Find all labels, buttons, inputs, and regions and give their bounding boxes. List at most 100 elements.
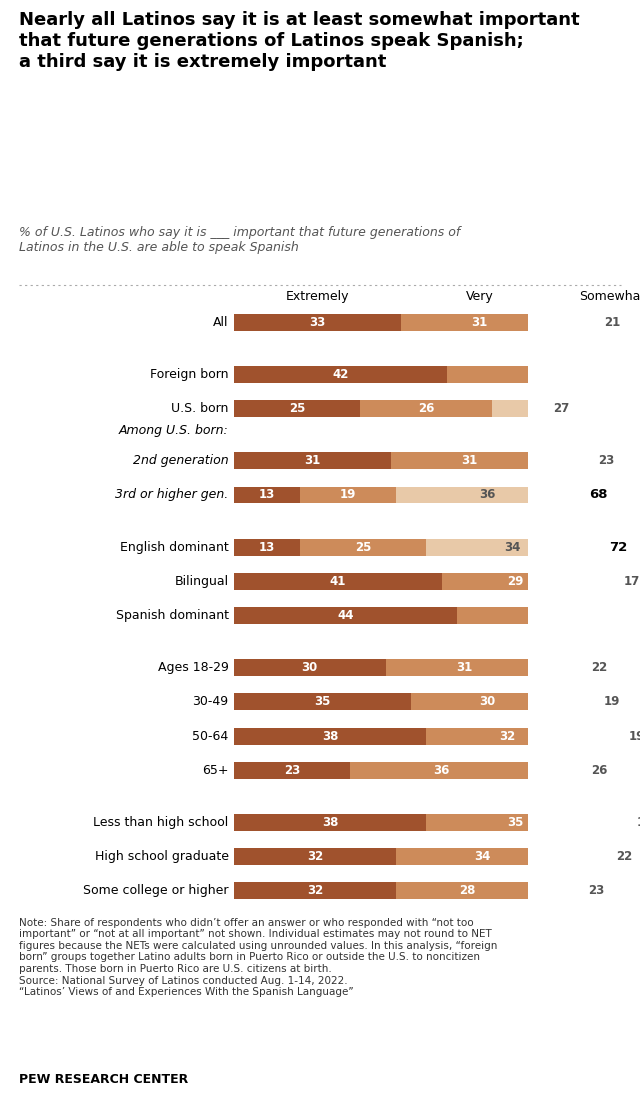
Text: 32: 32 [307, 850, 323, 863]
Bar [447, 366, 630, 383]
Text: 31: 31 [472, 315, 488, 329]
Text: Very: Very [466, 290, 493, 302]
Bar [234, 762, 350, 779]
Text: 36: 36 [530, 368, 547, 381]
Text: % of U.S. Latinos who say it is ___ important that future generations of
Latinos: % of U.S. Latinos who say it is ___ impo… [19, 226, 460, 254]
Bar [401, 314, 559, 331]
Text: English dominant: English dominant [120, 540, 228, 554]
Bar [492, 400, 630, 417]
Text: 17: 17 [624, 575, 640, 588]
Bar [457, 607, 640, 624]
Text: Among U.S. born:: Among U.S. born: [119, 425, 228, 437]
Text: Ages 18-29: Ages 18-29 [157, 661, 228, 674]
Bar [234, 366, 447, 383]
Text: 28: 28 [459, 885, 476, 898]
Text: 30-49: 30-49 [193, 695, 228, 708]
Text: 13: 13 [259, 489, 275, 502]
Text: 31: 31 [461, 454, 477, 468]
Text: 34: 34 [474, 850, 490, 863]
Text: 36: 36 [433, 763, 450, 777]
Text: 38: 38 [322, 816, 338, 828]
Bar [568, 848, 640, 865]
Text: 26: 26 [591, 763, 607, 777]
Text: 23: 23 [588, 885, 605, 898]
Text: 16: 16 [637, 816, 640, 828]
Text: 68: 68 [589, 489, 607, 502]
Text: Spanish dominant: Spanish dominant [116, 609, 228, 622]
Text: 25: 25 [355, 540, 371, 554]
Text: 44: 44 [337, 609, 353, 622]
Bar [234, 314, 401, 331]
Text: 34: 34 [504, 540, 521, 554]
Text: U.S. born: U.S. born [171, 403, 228, 415]
Text: 42: 42 [332, 368, 348, 381]
Bar [548, 452, 640, 469]
Bar [442, 572, 589, 590]
Bar [234, 572, 442, 590]
Bar [426, 538, 599, 556]
Bar [234, 728, 426, 745]
Text: Extremely: Extremely [285, 290, 349, 302]
Bar [350, 762, 533, 779]
Bar [533, 762, 640, 779]
Bar [234, 694, 412, 710]
Text: 21: 21 [604, 315, 620, 329]
Text: 19: 19 [604, 695, 620, 708]
Bar [396, 848, 568, 865]
Text: 2nd generation: 2nd generation [133, 454, 228, 468]
Text: Note: Share of respondents who didn’t offer an answer or who responded with “not: Note: Share of respondents who didn’t of… [19, 918, 497, 997]
Bar [234, 607, 457, 624]
Text: 41: 41 [553, 609, 569, 622]
Text: 30: 30 [301, 661, 318, 674]
Text: 36: 36 [479, 489, 495, 502]
Text: 29: 29 [507, 575, 524, 588]
Text: High school graduate: High school graduate [95, 850, 228, 863]
Text: 35: 35 [507, 816, 524, 828]
Text: 35: 35 [314, 695, 331, 708]
Text: Foreign born: Foreign born [150, 368, 228, 381]
Bar [564, 694, 640, 710]
Bar [604, 814, 640, 831]
Text: 22: 22 [616, 850, 632, 863]
Bar [300, 486, 396, 503]
Text: Some college or higher: Some college or higher [83, 885, 228, 898]
Text: 26: 26 [419, 403, 435, 415]
Bar [589, 728, 640, 745]
Bar [426, 728, 589, 745]
Bar [538, 882, 640, 899]
Text: 30: 30 [479, 695, 495, 708]
Bar [234, 660, 386, 676]
Bar [234, 486, 300, 503]
Text: 23: 23 [598, 454, 615, 468]
Text: 31: 31 [304, 454, 321, 468]
Text: PEW RESEARCH CENTER: PEW RESEARCH CENTER [19, 1073, 188, 1086]
Text: All: All [213, 315, 228, 329]
Text: 72: 72 [609, 540, 627, 554]
Bar [234, 538, 300, 556]
Text: 33: 33 [309, 315, 326, 329]
Text: 27: 27 [553, 403, 569, 415]
Bar [234, 400, 360, 417]
Bar [386, 660, 543, 676]
Text: 32: 32 [307, 885, 323, 898]
Text: Somewhat: Somewhat [579, 290, 640, 302]
Bar [426, 814, 604, 831]
Bar [391, 452, 548, 469]
Bar [630, 366, 640, 383]
Bar [396, 486, 579, 503]
Text: 19: 19 [340, 489, 356, 502]
Bar [234, 882, 396, 899]
Bar [300, 538, 426, 556]
Bar [360, 400, 492, 417]
Bar [234, 452, 391, 469]
Bar [396, 882, 538, 899]
Text: 13: 13 [259, 540, 275, 554]
Bar [234, 814, 426, 831]
Text: 65+: 65+ [202, 763, 228, 777]
Bar [559, 314, 640, 331]
Bar [234, 848, 396, 865]
Text: 41: 41 [330, 575, 346, 588]
Bar [543, 660, 640, 676]
Text: 38: 38 [322, 729, 338, 742]
Text: 22: 22 [591, 661, 607, 674]
